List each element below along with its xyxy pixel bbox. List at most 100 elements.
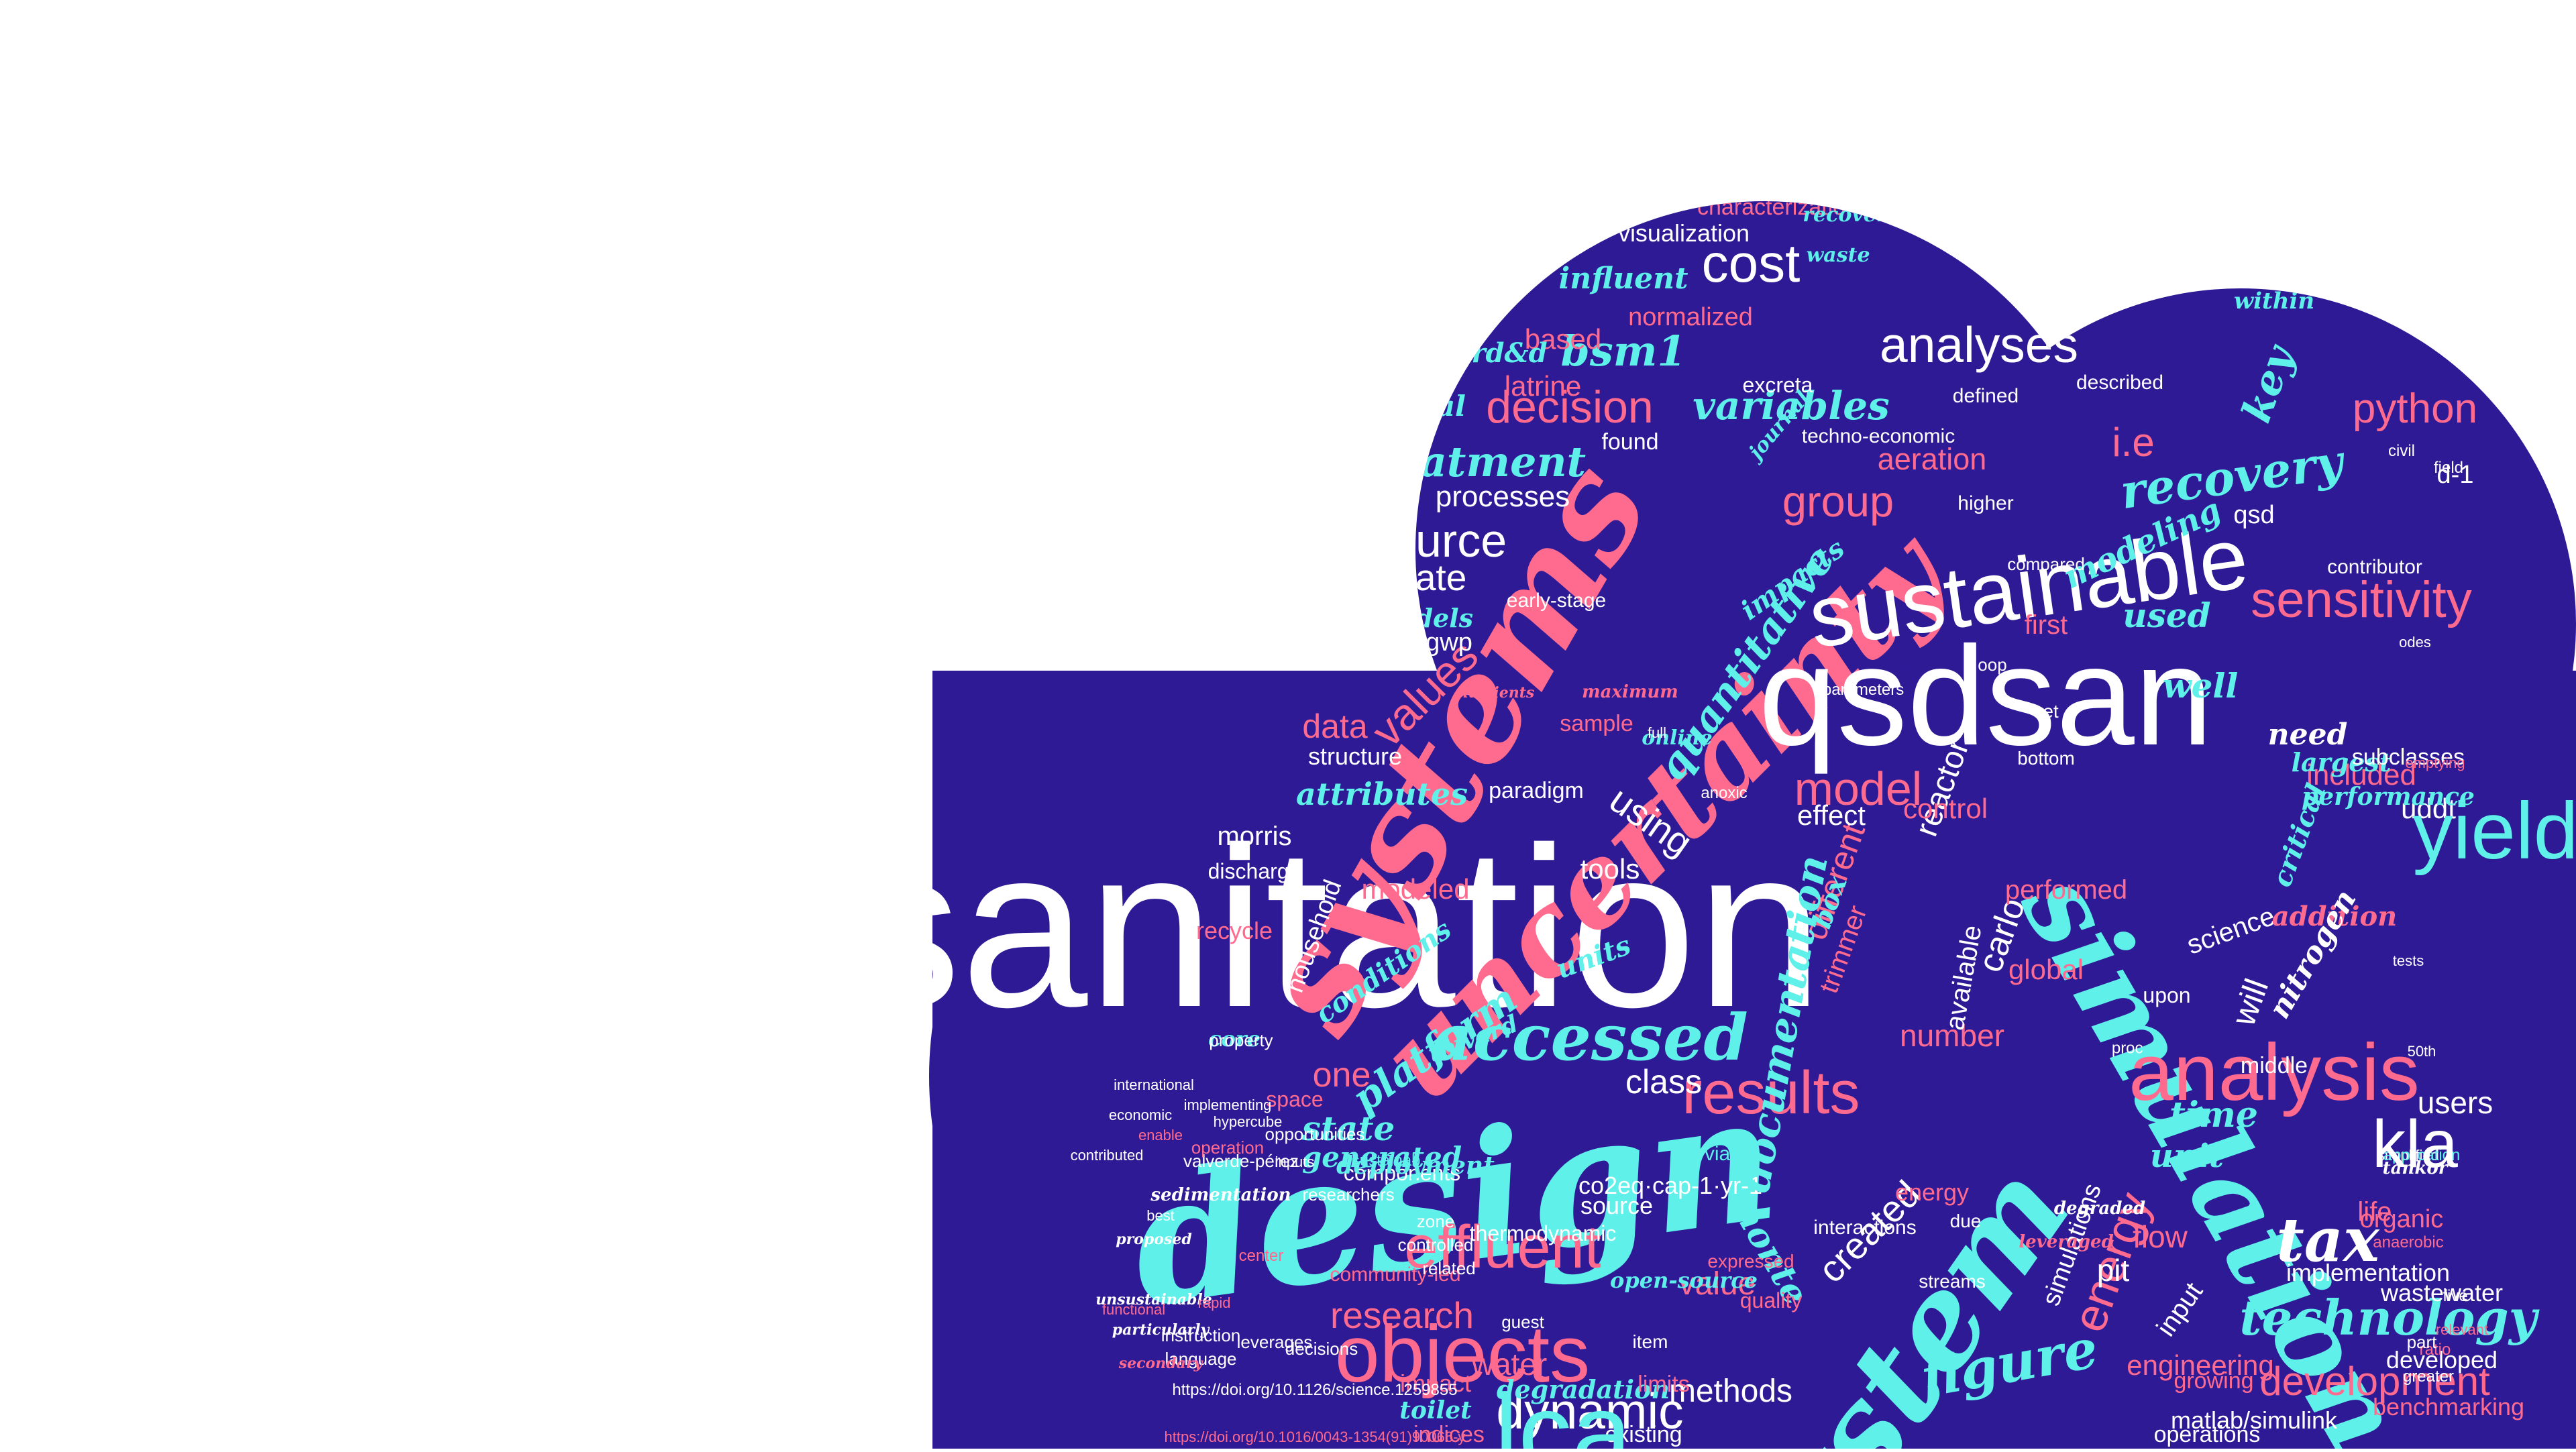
cloud-word: life xyxy=(2357,1197,2392,1227)
cloud-word: engineering xyxy=(2127,1349,2274,1381)
cloud-word: due xyxy=(1950,1211,1982,1231)
cloud-word: 50th xyxy=(2408,1043,2436,1060)
cloud-word: python xyxy=(2353,386,2477,432)
cloud-word: need xyxy=(2268,718,2348,752)
cloud-word: tax xyxy=(2276,1205,2380,1276)
cloud-word: open-source xyxy=(1610,1268,1758,1293)
cloud-word: space xyxy=(1266,1087,1323,1111)
cloud-word: middle xyxy=(2241,1053,2308,1078)
cloud-word: global xyxy=(2008,954,2084,985)
cloud-word: accessed xyxy=(1432,1001,1748,1075)
cloud-word: technology xyxy=(2239,1289,2539,1346)
cloud-word: item xyxy=(1633,1331,1668,1352)
cloud-word: control xyxy=(1903,793,1988,824)
cloud-word: included xyxy=(2306,759,2416,791)
cloud-shape xyxy=(929,201,2576,1449)
cloud-word: recycle xyxy=(1196,917,1273,944)
cloud-word: application xyxy=(2383,1146,2461,1164)
cloud-word: generated xyxy=(1302,1141,1462,1174)
cloud-word: odes xyxy=(2399,634,2431,651)
cloud-word: defined xyxy=(1953,385,2019,407)
cloud-word: simplified xyxy=(2377,1147,2439,1164)
cloud-word: gwp xyxy=(1426,628,1472,657)
cloud-word: sensitivity xyxy=(2251,571,2471,628)
cloud-word: d-1 xyxy=(2437,461,2474,489)
cloud-word: operation xyxy=(1191,1137,1264,1158)
cloud-word: full xyxy=(1648,724,1666,741)
cloud-word: five xyxy=(2443,1287,2467,1305)
cloud-word: indices xyxy=(1413,1422,1485,1447)
cloud-word: existing xyxy=(1605,1422,1682,1447)
cloud-word: value xyxy=(1679,1266,1756,1302)
cloud-word: upon xyxy=(2143,983,2190,1007)
cloud-word: higher xyxy=(1957,492,2013,514)
cloud-word: within xyxy=(2234,288,2314,315)
cloud-word: instruction xyxy=(1161,1325,1241,1345)
cloud-word: attributes xyxy=(1296,776,1468,812)
cloud-word: property xyxy=(1209,1030,1273,1050)
cloud-word: treatment xyxy=(1352,437,1587,486)
cloud-word: performance xyxy=(2302,783,2475,811)
cloud-word: organic xyxy=(2360,1205,2444,1233)
cloud-word: tankor xyxy=(2383,1158,2449,1178)
cloud-word: https://doi.org/10.1016/0043-1354(91)900… xyxy=(1165,1429,1466,1445)
cloud-word: development xyxy=(2259,1359,2490,1404)
cloud-word: particularly xyxy=(1112,1321,1211,1339)
cloud-word: tests xyxy=(2393,952,2424,969)
cloud-word: performed xyxy=(2005,875,2127,905)
cloud-word: toilet xyxy=(1399,1396,1472,1425)
cloud-word: methods xyxy=(1669,1374,1792,1409)
cloud-word: compared xyxy=(2007,554,2085,574)
cloud-word: potential xyxy=(2012,231,2107,253)
cloud-word: researchers xyxy=(1302,1184,1394,1205)
cloud-word: contributed xyxy=(1071,1147,1144,1164)
cloud-word: unsustainable xyxy=(1095,1291,1212,1308)
cloud-word: excreta xyxy=(1743,373,1813,397)
cloud-word: relevant xyxy=(2436,1321,2488,1338)
cloud-word: maximum xyxy=(1582,682,1678,702)
cloud-word: users xyxy=(2418,1085,2493,1120)
cloud-word: interactions xyxy=(1813,1217,1916,1239)
cloud-word: center xyxy=(1239,1247,1284,1265)
cloud-word: unit xyxy=(2150,1137,2224,1175)
cloud-word: economic xyxy=(1109,1107,1172,1123)
cloud-word: https://doi.org/10.1126/science.1259855 xyxy=(1172,1381,1457,1399)
cloud-word: one xyxy=(1313,1056,1371,1095)
cloud-word: structure xyxy=(1308,742,1402,770)
cloud-word: uddt xyxy=(2401,793,2456,824)
cloud-word: field xyxy=(2434,459,2463,477)
cloud-word: sedimentation xyxy=(1150,1185,1291,1205)
cloud-word: influent xyxy=(1559,262,1688,296)
cloud-word: used xyxy=(2123,596,2210,635)
cloud-word: objects xyxy=(1335,1309,1590,1399)
cloud-word: rapid xyxy=(1198,1294,1231,1311)
cloud-word: community-led xyxy=(1330,1264,1460,1286)
cloud-word: civil xyxy=(2388,442,2415,460)
cloud-word: early-stage xyxy=(1507,590,1606,612)
cloud-word: described xyxy=(2076,372,2163,394)
cloud-word: total xyxy=(1392,390,1466,423)
cloud-word: part xyxy=(2407,1332,2438,1352)
cloud-word: nutrients xyxy=(1458,684,1535,702)
cloud-word: inputs xyxy=(1275,1154,1315,1170)
cloud-word: set xyxy=(2033,701,2059,722)
cloud-word: water xyxy=(1471,1347,1547,1382)
cloud-word: best xyxy=(1146,1207,1175,1224)
cloud-word: tools xyxy=(1580,853,1640,885)
cloud-word: matlab/simulink xyxy=(2171,1406,2338,1434)
cloud-word: proc xyxy=(2112,1040,2143,1058)
cloud-word: benchmarking xyxy=(2373,1393,2524,1420)
cloud-word: impact xyxy=(1400,1370,1471,1397)
cloud-word: enable xyxy=(1138,1127,1183,1143)
cloud-word: functional xyxy=(1102,1301,1165,1318)
cloud-word: source xyxy=(1580,1192,1653,1219)
cloud-word: first xyxy=(2025,610,2068,640)
cloud-word: effluent xyxy=(1404,1214,1601,1281)
cloud-word: paradigm xyxy=(1489,778,1584,803)
cloud-word: degradation xyxy=(1497,1374,1670,1404)
cloud-word: sanitation xyxy=(847,800,1823,1055)
cloud-word: online xyxy=(1642,726,1713,750)
cloud-word: implementing xyxy=(1184,1097,1272,1113)
cloud-word: proposed xyxy=(1116,1231,1191,1248)
